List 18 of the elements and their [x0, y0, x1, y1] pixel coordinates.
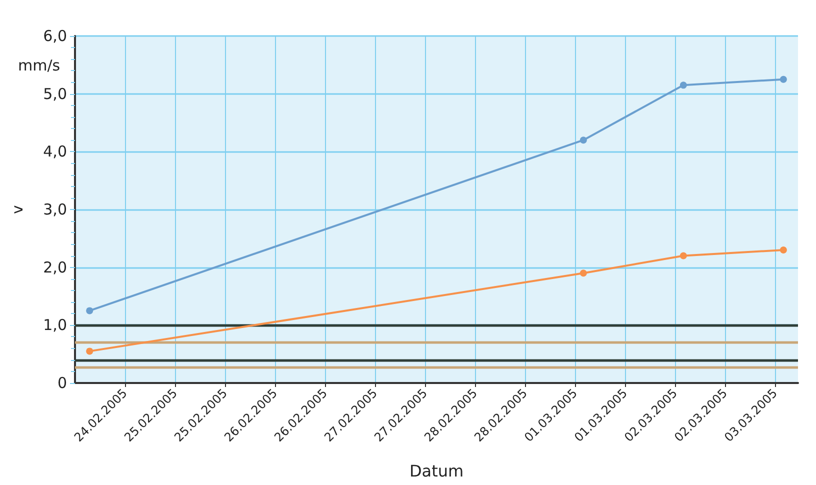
y-tick-label: 3,0	[43, 200, 67, 218]
y-tick-label: 4,0	[43, 142, 67, 161]
point	[580, 136, 587, 144]
y-tick-label: 5,0	[43, 84, 67, 103]
point	[780, 76, 787, 83]
point	[580, 270, 587, 277]
y-tick-label: 6,0	[43, 27, 67, 45]
point	[86, 348, 94, 355]
y-tick-label: 2,0	[43, 258, 67, 276]
point	[86, 307, 94, 314]
point	[680, 82, 687, 89]
text: mm/s	[18, 56, 60, 74]
x-axis-title: Datum	[409, 462, 464, 480]
y-tick-label: 1,0	[43, 316, 67, 334]
y-tick-label: 0	[57, 374, 67, 392]
point	[680, 252, 687, 260]
y-axis-title: v	[8, 204, 26, 214]
point	[780, 246, 787, 254]
